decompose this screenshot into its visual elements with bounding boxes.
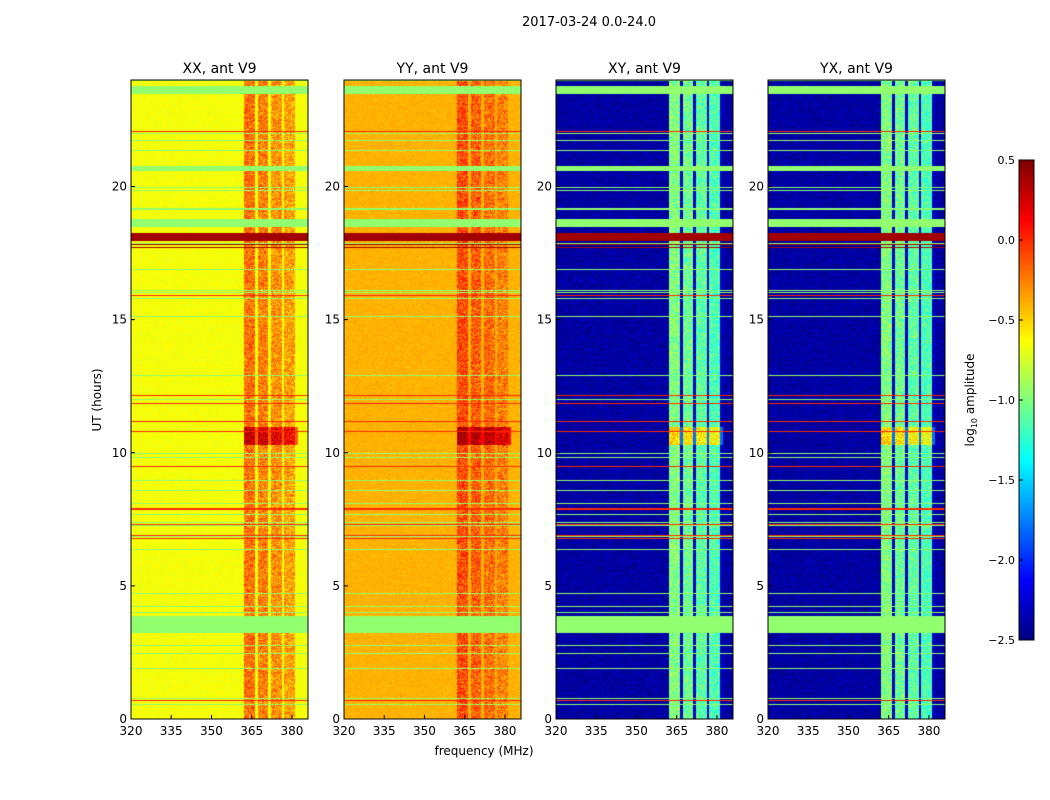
x-tick-label: 350 (625, 724, 648, 738)
x-tick-label: 380 (493, 724, 516, 738)
colorbar-label-rest: amplitude (963, 354, 977, 418)
x-tick-label: 380 (280, 724, 303, 738)
y-tick-label: 10 (112, 446, 127, 460)
x-tick-label: 335 (373, 724, 396, 738)
y-tick-label: 0 (119, 712, 127, 726)
x-tick-label: 320 (757, 724, 780, 738)
colorbar-label-sub: 10 (970, 418, 979, 428)
panel-title: XX, ant V9 (183, 61, 257, 77)
heatmap-yy (344, 80, 521, 719)
y-tick-label: 20 (325, 180, 340, 194)
y-tick-label: 5 (119, 579, 127, 593)
x-tick-label: 380 (917, 724, 940, 738)
panel-title: YX, ant V9 (819, 61, 893, 77)
colorbar-tick-label: 0.5 (998, 154, 1016, 167)
colorbar-tick-label: −2.0 (988, 554, 1015, 567)
figure-title: 2017-03-24 0.0-24.0 (522, 15, 656, 30)
y-tick-label: 10 (749, 446, 764, 460)
colorbar-tick-label: −1.0 (988, 394, 1015, 407)
x-tick-label: 350 (200, 724, 223, 738)
heatmap-xx (131, 80, 308, 719)
y-tick-label: 5 (332, 579, 340, 593)
y-tick-label: 20 (537, 180, 552, 194)
x-tick-label: 365 (665, 724, 688, 738)
x-tick-label: 365 (877, 724, 900, 738)
x-tick-label: 335 (797, 724, 820, 738)
y-tick-label: 15 (325, 313, 340, 327)
x-tick-label: 350 (413, 724, 436, 738)
x-tick-label: 380 (705, 724, 728, 738)
y-tick-label: 0 (756, 712, 764, 726)
x-tick-label: 320 (120, 724, 143, 738)
y-tick-label: 10 (325, 446, 340, 460)
colorbar-label-log: log (963, 428, 977, 446)
heatmap-yx (768, 80, 945, 719)
y-axis-label: UT (hours) (90, 368, 104, 431)
panel-frame (767, 79, 946, 720)
y-tick-label: 15 (112, 313, 127, 327)
x-axis-label: frequency (MHz) (434, 744, 533, 758)
panel-frame (555, 79, 734, 720)
y-tick-label: 15 (749, 313, 764, 327)
colorbar-tick-label: 0.0 (998, 234, 1016, 247)
colorbar-tick-label: −0.5 (988, 314, 1015, 327)
panel-frame (343, 79, 522, 720)
x-tick-label: 335 (160, 724, 183, 738)
y-tick-label: 20 (749, 180, 764, 194)
y-tick-label: 5 (544, 579, 552, 593)
y-tick-label: 0 (332, 712, 340, 726)
y-tick-label: 15 (537, 313, 552, 327)
y-tick-label: 10 (537, 446, 552, 460)
panel-title: YY, ant V9 (396, 61, 469, 77)
colorbar-label: log10 amplitude (963, 354, 979, 447)
y-tick-label: 0 (544, 712, 552, 726)
x-tick-label: 335 (585, 724, 608, 738)
y-tick-label: 20 (112, 180, 127, 194)
x-tick-label: 320 (333, 724, 356, 738)
x-tick-label: 320 (545, 724, 568, 738)
colorbar-tick-label: −1.5 (988, 474, 1015, 487)
panel-title: XY, ant V9 (608, 61, 681, 77)
y-tick-label: 5 (756, 579, 764, 593)
x-tick-label: 365 (453, 724, 476, 738)
colorbar-tick-label: −2.5 (988, 634, 1015, 647)
panel-frame (130, 79, 309, 720)
x-tick-label: 350 (837, 724, 860, 738)
heatmap-xy (556, 80, 733, 719)
colorbar (1019, 160, 1034, 640)
x-tick-label: 365 (240, 724, 263, 738)
